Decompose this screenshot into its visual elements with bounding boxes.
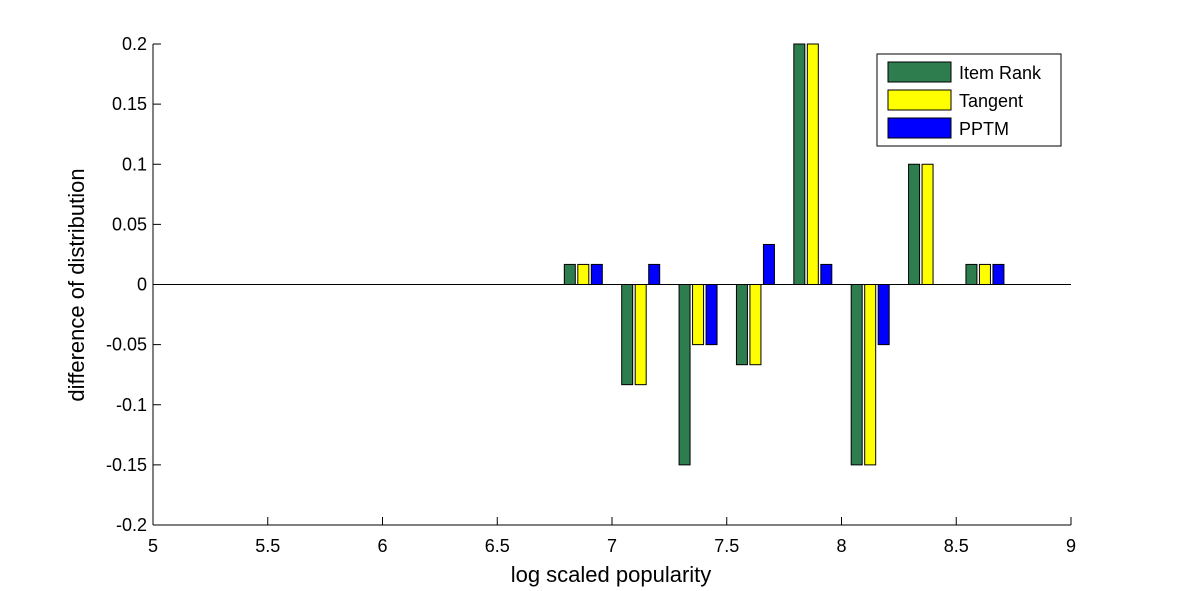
bar-item-rank <box>735 284 748 366</box>
bar-pptm <box>762 243 775 286</box>
legend-swatch <box>887 117 952 139</box>
bar-tangent <box>806 43 819 285</box>
y-tick-label: -0.2 <box>116 515 147 535</box>
legend-swatch <box>887 89 952 111</box>
y-axis-label: difference of distribution <box>64 168 89 401</box>
bar-item-rank <box>678 284 691 466</box>
bar-pptm <box>820 263 833 285</box>
bar-tangent <box>692 284 705 346</box>
bar-pptm <box>648 263 661 285</box>
bar-item-rank <box>908 163 921 285</box>
bar-tangent <box>864 284 877 466</box>
bar-pptm <box>992 263 1005 285</box>
x-axis-label: log scaled popularity <box>511 562 712 587</box>
y-tick-label: 0.15 <box>112 94 147 114</box>
legend-swatch <box>887 61 952 83</box>
x-tick-label: 6 <box>377 536 387 556</box>
x-tick-label: 7 <box>607 536 617 556</box>
y-tick-label: -0.15 <box>106 455 147 475</box>
y-tick-label: -0.1 <box>116 395 147 415</box>
y-tick-label: 0.2 <box>122 34 147 54</box>
bar-tangent <box>921 163 934 285</box>
bar-item-rank <box>563 263 576 285</box>
bar-tangent <box>978 263 991 285</box>
x-tick-label: 8.5 <box>944 536 969 556</box>
axes-group: 5 5.5 6 6.5 7 7.5 8 8.5 9 0.2 0.15 0.1 0.05 0 -0.05 -0.… <box>106 34 1076 556</box>
bar-tangent <box>577 263 590 285</box>
y-tick-label: 0.1 <box>122 154 147 174</box>
x-tick-label: 6.5 <box>485 536 510 556</box>
legend-label: PPTM <box>959 119 1009 139</box>
x-tick-label: 5 <box>148 536 158 556</box>
bar-item-rank <box>793 43 806 285</box>
x-tick-label: 9 <box>1066 536 1076 556</box>
x-tick-label: 7.5 <box>714 536 739 556</box>
bar-tangent <box>749 284 762 366</box>
bar-pptm <box>590 263 603 285</box>
bar-pptm <box>705 284 718 346</box>
y-tick-label: 0 <box>137 275 147 295</box>
x-tick-label: 8 <box>836 536 846 556</box>
bar-item-rank <box>850 284 863 466</box>
x-tick-label: 5.5 <box>255 536 280 556</box>
legend: Item Rank Tangent PPTM <box>876 53 1062 147</box>
legend-label: Item Rank <box>959 63 1042 83</box>
bar-pptm <box>877 284 890 346</box>
bar-tangent <box>634 284 647 386</box>
y-tick-label: 0.05 <box>112 214 147 234</box>
bar-item-rank <box>621 284 634 386</box>
y-tick-label: -0.05 <box>106 335 147 355</box>
legend-label: Tangent <box>959 91 1023 111</box>
bar-item-rank <box>965 263 978 285</box>
